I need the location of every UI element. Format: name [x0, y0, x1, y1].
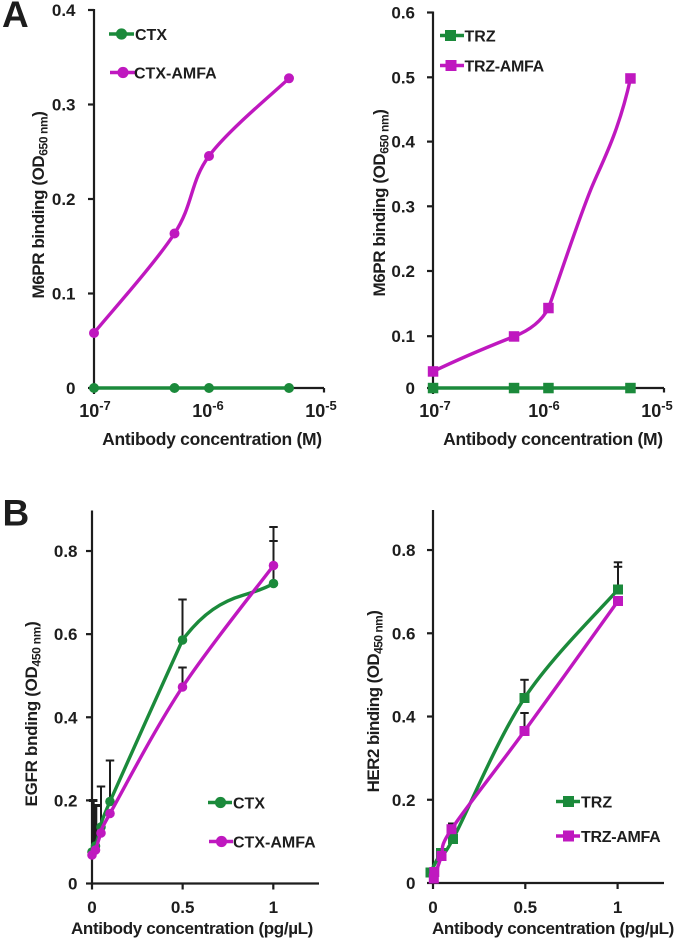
svg-text:0.8: 0.8 — [392, 541, 416, 560]
svg-text:0: 0 — [406, 379, 415, 398]
svg-text:0: 0 — [66, 379, 75, 398]
svg-text:Antibody concentration (M): Antibody concentration (M) — [102, 429, 322, 449]
svg-text:CTX: CTX — [135, 27, 167, 44]
svg-text:M6PR binding (OD650 nm): M6PR binding (OD650 nm) — [29, 111, 51, 298]
svg-text:Antibody concentration (pg/µL): Antibody concentration (pg/µL) — [71, 919, 313, 938]
svg-text:CTX: CTX — [233, 796, 265, 813]
svg-text:0: 0 — [87, 898, 96, 917]
svg-text:CTX-AMFA: CTX-AMFA — [233, 835, 316, 852]
svg-text:Antibody concentration (M): Antibody concentration (M) — [443, 429, 663, 449]
svg-text:0: 0 — [428, 898, 437, 917]
svg-text:CTX-AMFA: CTX-AMFA — [134, 66, 217, 83]
svg-text:10-7: 10-7 — [419, 398, 451, 421]
svg-text:0.6: 0.6 — [391, 4, 415, 23]
svg-text:0.6: 0.6 — [392, 624, 416, 643]
svg-text:0: 0 — [68, 875, 77, 894]
svg-text:TRZ: TRZ — [581, 795, 612, 812]
svg-text:0.4: 0.4 — [54, 708, 78, 727]
svg-text:HER2 binding (OD450 nm): HER2 binding (OD450 nm) — [364, 611, 386, 793]
svg-text:0.4: 0.4 — [52, 1, 76, 20]
svg-text:0.2: 0.2 — [54, 791, 78, 810]
svg-text:0.6: 0.6 — [54, 625, 78, 644]
svg-text:0.2: 0.2 — [391, 262, 415, 281]
svg-text:0.4: 0.4 — [391, 133, 415, 152]
svg-text:TRZ-AMFA: TRZ-AMFA — [465, 59, 545, 76]
svg-text:0.5: 0.5 — [391, 68, 415, 87]
svg-text:10-6: 10-6 — [528, 398, 560, 421]
svg-text:B: B — [3, 493, 30, 534]
svg-text:0: 0 — [406, 874, 415, 893]
svg-text:Antibody concentration (pg/µL): Antibody concentration (pg/µL) — [432, 919, 674, 938]
svg-text:10-5: 10-5 — [305, 398, 337, 421]
svg-text:10-5: 10-5 — [641, 398, 673, 421]
svg-text:TRZ: TRZ — [465, 29, 496, 46]
svg-text:0.3: 0.3 — [52, 96, 76, 115]
svg-text:0.3: 0.3 — [391, 197, 415, 216]
svg-text:0.1: 0.1 — [52, 285, 76, 304]
svg-text:0.8: 0.8 — [54, 542, 78, 561]
svg-text:0.4: 0.4 — [392, 708, 416, 727]
svg-text:M6PR binding (OD650 nm): M6PR binding (OD650 nm) — [370, 109, 392, 296]
svg-text:0.2: 0.2 — [392, 791, 416, 810]
svg-text:0.5: 0.5 — [171, 898, 195, 917]
svg-text:10-7: 10-7 — [79, 398, 111, 421]
svg-text:0.5: 0.5 — [513, 898, 537, 917]
svg-text:0.2: 0.2 — [52, 190, 76, 209]
svg-text:TRZ-AMFA: TRZ-AMFA — [581, 829, 661, 846]
svg-text:1: 1 — [613, 898, 622, 917]
svg-text:1: 1 — [269, 898, 278, 917]
svg-text:0.1: 0.1 — [391, 327, 415, 346]
svg-text:EGFR bnding (OD450 nm): EGFR bnding (OD450 nm) — [22, 622, 44, 807]
svg-text:A: A — [2, 0, 29, 35]
svg-text:10-6: 10-6 — [192, 398, 224, 421]
